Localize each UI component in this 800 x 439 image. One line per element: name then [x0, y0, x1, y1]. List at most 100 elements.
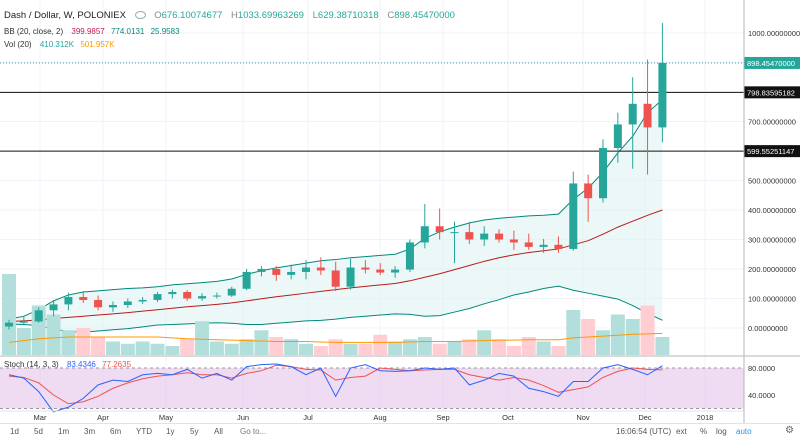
bb-lower-line	[8, 285, 663, 333]
volume-bar	[135, 341, 150, 355]
timeframe-5y[interactable]: 5y	[190, 427, 199, 436]
volume-bar	[284, 339, 299, 355]
bb-legend[interactable]: BB (20, close, 2) 399.9857 774.0131 25.9…	[4, 27, 180, 36]
symbol-title[interactable]: Dash / Dollar, W, POLONIEX	[4, 10, 126, 21]
candle	[554, 236, 563, 253]
candle	[94, 295, 103, 311]
candle-body	[539, 244, 548, 247]
open-label: O	[154, 10, 162, 21]
volume-bar	[521, 337, 536, 355]
line-tag-upper-text: 798.83595182	[747, 88, 795, 97]
time-tick-label: Nov	[576, 413, 590, 422]
auto-button[interactable]: auto	[736, 427, 752, 436]
candle	[628, 77, 637, 169]
time-tick-label: Mar	[34, 413, 47, 422]
candle	[361, 260, 370, 274]
volume-bar	[402, 339, 417, 355]
candle	[242, 269, 251, 291]
candle	[19, 316, 28, 325]
candle	[331, 261, 340, 292]
log-button[interactable]: log	[716, 427, 727, 436]
candle	[346, 258, 355, 290]
volume-bar	[195, 321, 210, 355]
candle-body	[94, 299, 103, 308]
candle-body	[554, 244, 563, 249]
stoch-k-line	[8, 363, 663, 413]
timeframe-1d[interactable]: 1d	[10, 427, 19, 436]
candle	[599, 139, 607, 203]
candle	[495, 229, 504, 243]
candle-body	[123, 301, 132, 305]
price-tick-label: 100.00000000	[748, 295, 796, 304]
volume-bar	[655, 337, 670, 355]
timeframe-ytd[interactable]: YTD	[136, 427, 152, 436]
candle-body	[361, 267, 370, 270]
timeframe-1y[interactable]: 1y	[166, 427, 175, 436]
timeframe-5d[interactable]: 5d	[34, 427, 43, 436]
goto-button[interactable]: Go to...	[240, 427, 267, 436]
candle-body	[658, 62, 667, 128]
bb-upper-line	[8, 99, 663, 320]
line-tag-lower: 599.55251147	[744, 145, 800, 158]
volume-bar	[105, 341, 120, 355]
low-value: 629.38710318	[317, 10, 379, 21]
timeframe-all[interactable]: All	[214, 427, 223, 436]
volume-bar	[506, 346, 521, 355]
candle	[391, 266, 400, 278]
candle	[5, 319, 13, 330]
price-axis[interactable]: 1000.00000000800.00000000700.00000000600…	[744, 29, 800, 400]
stoch-d-value: 77.2635	[102, 360, 132, 369]
stoch-legend[interactable]: Stoch (14, 3, 3) 83.4346 77.2635	[4, 360, 131, 369]
candle-body	[465, 232, 474, 240]
volume-bar	[180, 339, 195, 355]
price-tick-label: 400.00000000	[748, 206, 796, 215]
candle-body	[242, 271, 251, 289]
candle-body	[628, 103, 637, 125]
ext-button[interactable]: ext	[676, 427, 687, 436]
volume-bar	[596, 330, 610, 355]
candle	[227, 286, 236, 298]
candle	[287, 264, 296, 280]
price-tick-label: 300.00000000	[748, 236, 796, 245]
line-tag-lower-bg	[744, 145, 800, 158]
percent-button[interactable]: %	[700, 427, 708, 436]
stoch-tick-label: 80.0000	[748, 364, 775, 373]
candle	[79, 291, 88, 303]
time-tick-label: Oct	[502, 413, 515, 422]
volume-bar	[551, 346, 566, 355]
time-tick-label: Jun	[237, 413, 249, 422]
bottom-toolbar: 1d 5d 1m 3m 6m YTD 1y 5y All Go to... 16…	[0, 423, 800, 439]
volume-bar	[224, 343, 239, 355]
volume-bar	[492, 339, 507, 355]
bb-label: BB (20, close, 2)	[4, 27, 64, 36]
candle	[539, 238, 548, 253]
timeframe-1m[interactable]: 1m	[58, 427, 70, 436]
candle-body	[346, 267, 355, 287]
volume-bar	[388, 341, 403, 355]
candle	[49, 299, 58, 317]
candle	[465, 221, 474, 244]
volume-bar	[299, 343, 313, 355]
candle	[212, 292, 221, 299]
bb-upper-value: 774.0131	[110, 27, 145, 36]
time-tick-label: Jul	[303, 413, 313, 422]
gear-icon[interactable]: ⚙	[785, 425, 794, 436]
horizontal-lines[interactable]	[0, 62, 744, 152]
candle-body	[599, 148, 607, 199]
candle	[584, 174, 593, 222]
candle-body	[584, 183, 593, 199]
candle	[34, 307, 43, 323]
candle-body	[376, 269, 385, 273]
time-tick-label: Dec	[638, 413, 652, 422]
time-tick-label: Sep	[436, 413, 449, 422]
volume-bar	[46, 314, 61, 355]
vol-legend[interactable]: Vol (20) 410.312K 501.957K	[4, 40, 115, 49]
timeframe-3m[interactable]: 3m	[84, 427, 96, 436]
stochastic-pane	[0, 363, 744, 413]
timeframe-6m[interactable]: 6m	[110, 427, 122, 436]
eye-icon[interactable]	[134, 11, 146, 20]
candle	[376, 263, 385, 275]
time-axis[interactable]: Mar Apr May Jun Jul Aug Sep Oct Nov Dec 2018	[0, 410, 744, 422]
line-tag-lower-text: 599.55251147	[747, 147, 794, 156]
